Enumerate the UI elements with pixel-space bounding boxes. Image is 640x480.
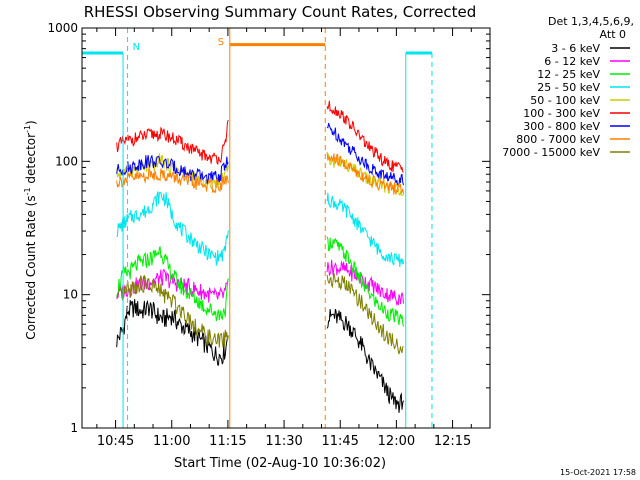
y-tick-label: 100 xyxy=(55,154,78,168)
y-axis-label-mid: detector xyxy=(24,133,38,188)
legend-entry-label: 100 - 300 keV xyxy=(523,107,600,120)
series-line xyxy=(116,246,229,322)
series-line xyxy=(326,259,404,306)
night-marker-label: N xyxy=(133,42,140,53)
series-line xyxy=(116,119,229,165)
y-axis-label: Corrected Count Rate (s-1 detector-1) xyxy=(23,120,38,339)
legend-entry-label: 25 - 50 keV xyxy=(537,81,600,94)
series-line xyxy=(326,122,404,186)
series-line xyxy=(116,275,229,348)
chart-title: RHESSI Observing Summary Count Rates, Co… xyxy=(84,3,477,21)
legend-entry-label: 50 - 100 keV xyxy=(530,94,600,107)
x-tick-label: 12:00 xyxy=(378,434,415,449)
series-line xyxy=(326,152,404,195)
x-tick-label: 11:00 xyxy=(153,434,190,449)
y-axis-label-end: ) xyxy=(24,120,38,125)
legend-header-line2: Att 0 xyxy=(600,28,626,41)
x-tick-label: 11:15 xyxy=(209,434,246,449)
legend-entry-label: 3 - 6 keV xyxy=(551,42,600,55)
x-tick-label: 10:45 xyxy=(97,434,134,449)
series-line xyxy=(326,236,404,327)
x-axis-label: Start Time (02-Aug-10 10:36:02) xyxy=(174,456,386,471)
y-axis-label-main: Corrected Count Rate (s xyxy=(24,195,38,339)
series-line xyxy=(326,308,404,413)
plot-axes: 1 10 100 1000 10:45 11:00 11:15 11:30 11:45 12:00… xyxy=(47,21,491,449)
y-tick-label: 10 xyxy=(63,288,78,302)
legend-entry-label: 6 - 12 keV xyxy=(544,55,600,68)
series-line xyxy=(116,166,229,194)
timestamp: 15-Oct-2021 17:58 xyxy=(560,468,636,477)
plot-frame xyxy=(81,27,491,429)
series-line xyxy=(326,192,404,267)
legend-entry-label: 7000 - 15000 keV xyxy=(502,146,600,159)
y-tick-label: 1000 xyxy=(47,21,78,35)
legend-entry-label: 800 - 7000 keV xyxy=(516,133,600,146)
series-line xyxy=(326,272,404,355)
x-tick-label: 11:30 xyxy=(265,434,302,449)
y-axis-label-sup1: -1 xyxy=(23,187,32,195)
y-axis-label-sup2: -1 xyxy=(23,125,32,133)
series-line xyxy=(116,268,229,303)
saa-marker-label: S xyxy=(218,37,224,48)
legend-entry-label: 300 - 800 keV xyxy=(523,120,600,133)
legend-header-line1: Det 1,3,4,5,6,9, xyxy=(548,15,634,28)
series-line xyxy=(116,191,229,267)
x-tick-label: 11:45 xyxy=(321,434,358,449)
legend-entry-label: 12 - 25 keV xyxy=(537,68,600,81)
series-line xyxy=(116,154,229,185)
series-line xyxy=(116,299,229,366)
series-line xyxy=(326,100,404,173)
x-tick-label: 12:15 xyxy=(434,434,471,449)
y-tick-label: 1 xyxy=(70,421,78,435)
